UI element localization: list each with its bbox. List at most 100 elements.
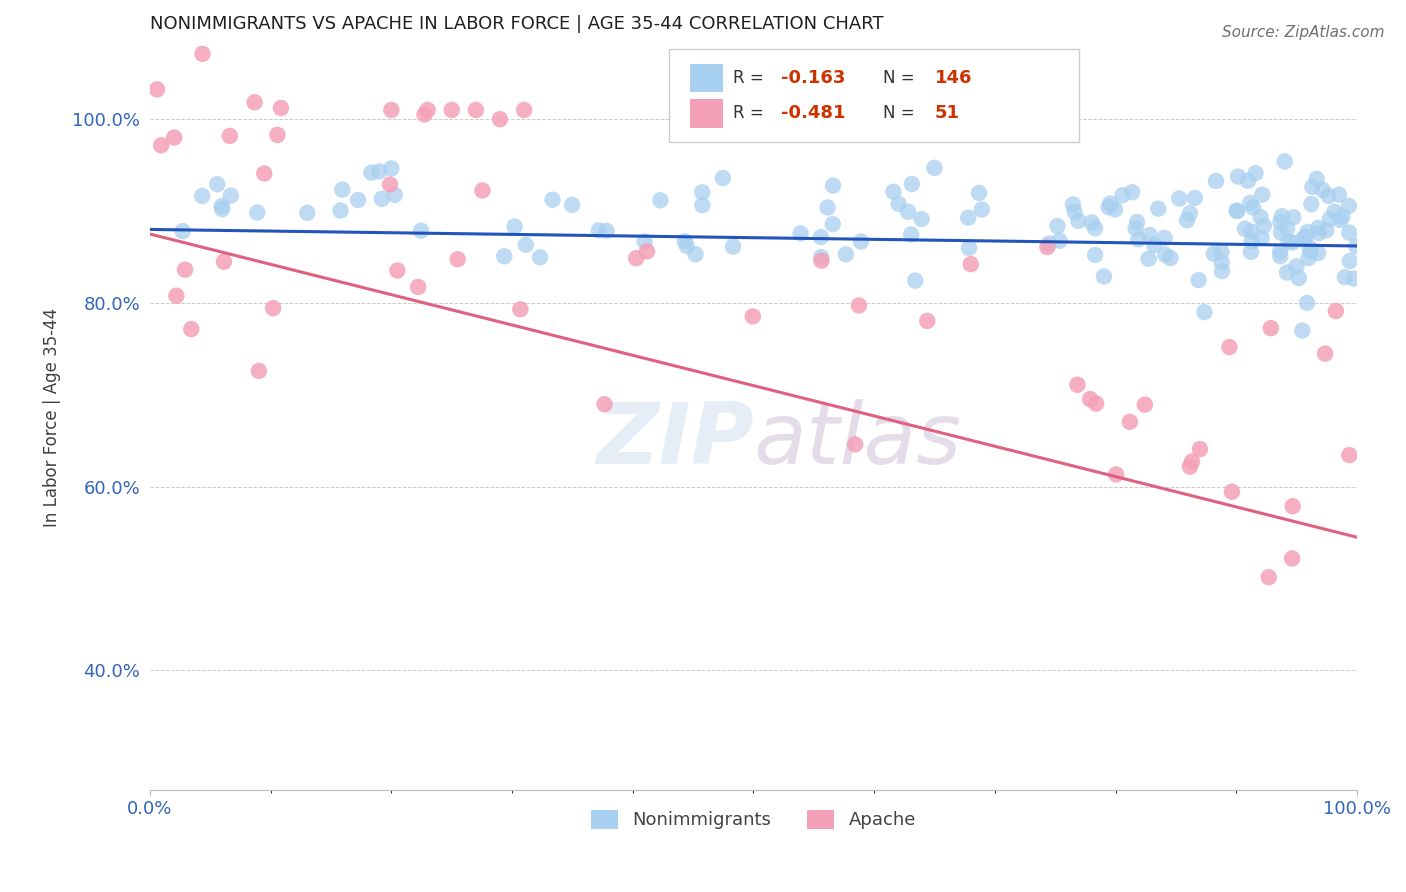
- Point: [172, 224, 194, 238]
- Point: [1240, 244, 1263, 259]
- Point: [1184, 191, 1206, 205]
- Point: [1121, 185, 1143, 199]
- Point: [1299, 241, 1322, 255]
- Point: [901, 177, 924, 191]
- Point: [211, 199, 233, 213]
- Point: [1226, 203, 1249, 218]
- Text: 51: 51: [935, 104, 959, 122]
- Point: [446, 252, 468, 267]
- Point: [1188, 442, 1211, 456]
- Point: [1211, 244, 1233, 259]
- Point: [1225, 203, 1247, 218]
- Point: [1253, 219, 1275, 233]
- Point: [378, 178, 401, 192]
- Point: [1066, 377, 1088, 392]
- Point: [1346, 239, 1368, 253]
- Point: [957, 211, 980, 225]
- Point: [1187, 273, 1209, 287]
- Point: [1329, 213, 1351, 227]
- Point: [1244, 166, 1267, 180]
- Point: [1233, 221, 1256, 235]
- Point: [368, 164, 391, 178]
- Point: [1239, 195, 1261, 210]
- Point: [489, 112, 512, 127]
- Point: [721, 239, 744, 253]
- Point: [384, 187, 406, 202]
- Point: [1295, 230, 1317, 244]
- Point: [218, 128, 240, 143]
- Point: [150, 138, 173, 153]
- Point: [330, 183, 353, 197]
- Point: [1308, 221, 1330, 235]
- Point: [163, 130, 186, 145]
- Point: [1049, 234, 1071, 248]
- Point: [1205, 174, 1227, 188]
- Point: [1319, 212, 1341, 227]
- Point: [1046, 219, 1069, 233]
- Point: [1260, 321, 1282, 335]
- Point: [1299, 244, 1322, 259]
- Point: [329, 203, 352, 218]
- Point: [1078, 392, 1101, 406]
- Point: [191, 46, 214, 61]
- Point: [1251, 187, 1274, 202]
- Point: [1175, 213, 1198, 227]
- Point: [1125, 221, 1147, 235]
- Point: [810, 253, 832, 268]
- Point: [1313, 346, 1336, 360]
- Point: [1084, 221, 1107, 235]
- Point: [1084, 248, 1107, 262]
- Point: [416, 103, 439, 117]
- Point: [211, 202, 233, 216]
- Point: [247, 364, 270, 378]
- Point: [959, 257, 981, 271]
- Point: [494, 249, 516, 263]
- Point: [503, 219, 526, 234]
- Text: R =: R =: [733, 69, 763, 87]
- Point: [588, 223, 610, 237]
- Point: [957, 241, 980, 255]
- Text: N =: N =: [883, 104, 914, 122]
- FancyBboxPatch shape: [669, 49, 1080, 143]
- Point: [711, 171, 734, 186]
- Text: N =: N =: [883, 69, 914, 87]
- Point: [1104, 202, 1126, 217]
- Point: [1334, 270, 1357, 285]
- Point: [1143, 238, 1166, 252]
- Point: [1339, 226, 1361, 240]
- Point: [380, 103, 402, 117]
- Point: [1281, 499, 1303, 513]
- Point: [1063, 204, 1085, 219]
- Point: [1268, 244, 1291, 259]
- Point: [1296, 225, 1319, 239]
- Point: [1139, 228, 1161, 243]
- Point: [174, 262, 197, 277]
- Point: [1275, 221, 1298, 235]
- Point: [650, 193, 672, 207]
- Point: [624, 251, 647, 265]
- Point: [246, 205, 269, 219]
- Point: [1250, 210, 1272, 224]
- Point: [810, 230, 832, 244]
- Point: [1301, 179, 1323, 194]
- Text: ZIP: ZIP: [596, 399, 754, 482]
- Point: [844, 437, 866, 451]
- Point: [409, 224, 432, 238]
- Point: [1240, 234, 1263, 248]
- Point: [1274, 154, 1296, 169]
- Point: [1220, 484, 1243, 499]
- Point: [636, 244, 658, 259]
- Point: [904, 274, 927, 288]
- Point: [1038, 236, 1060, 251]
- Point: [1237, 174, 1260, 188]
- Point: [1343, 271, 1365, 285]
- Text: -0.163: -0.163: [782, 69, 845, 87]
- Point: [266, 128, 288, 142]
- Point: [692, 198, 714, 212]
- Point: [1240, 225, 1263, 239]
- Point: [387, 263, 409, 277]
- Point: [541, 193, 564, 207]
- Point: [1288, 271, 1310, 285]
- Point: [917, 314, 939, 328]
- Point: [1270, 215, 1292, 229]
